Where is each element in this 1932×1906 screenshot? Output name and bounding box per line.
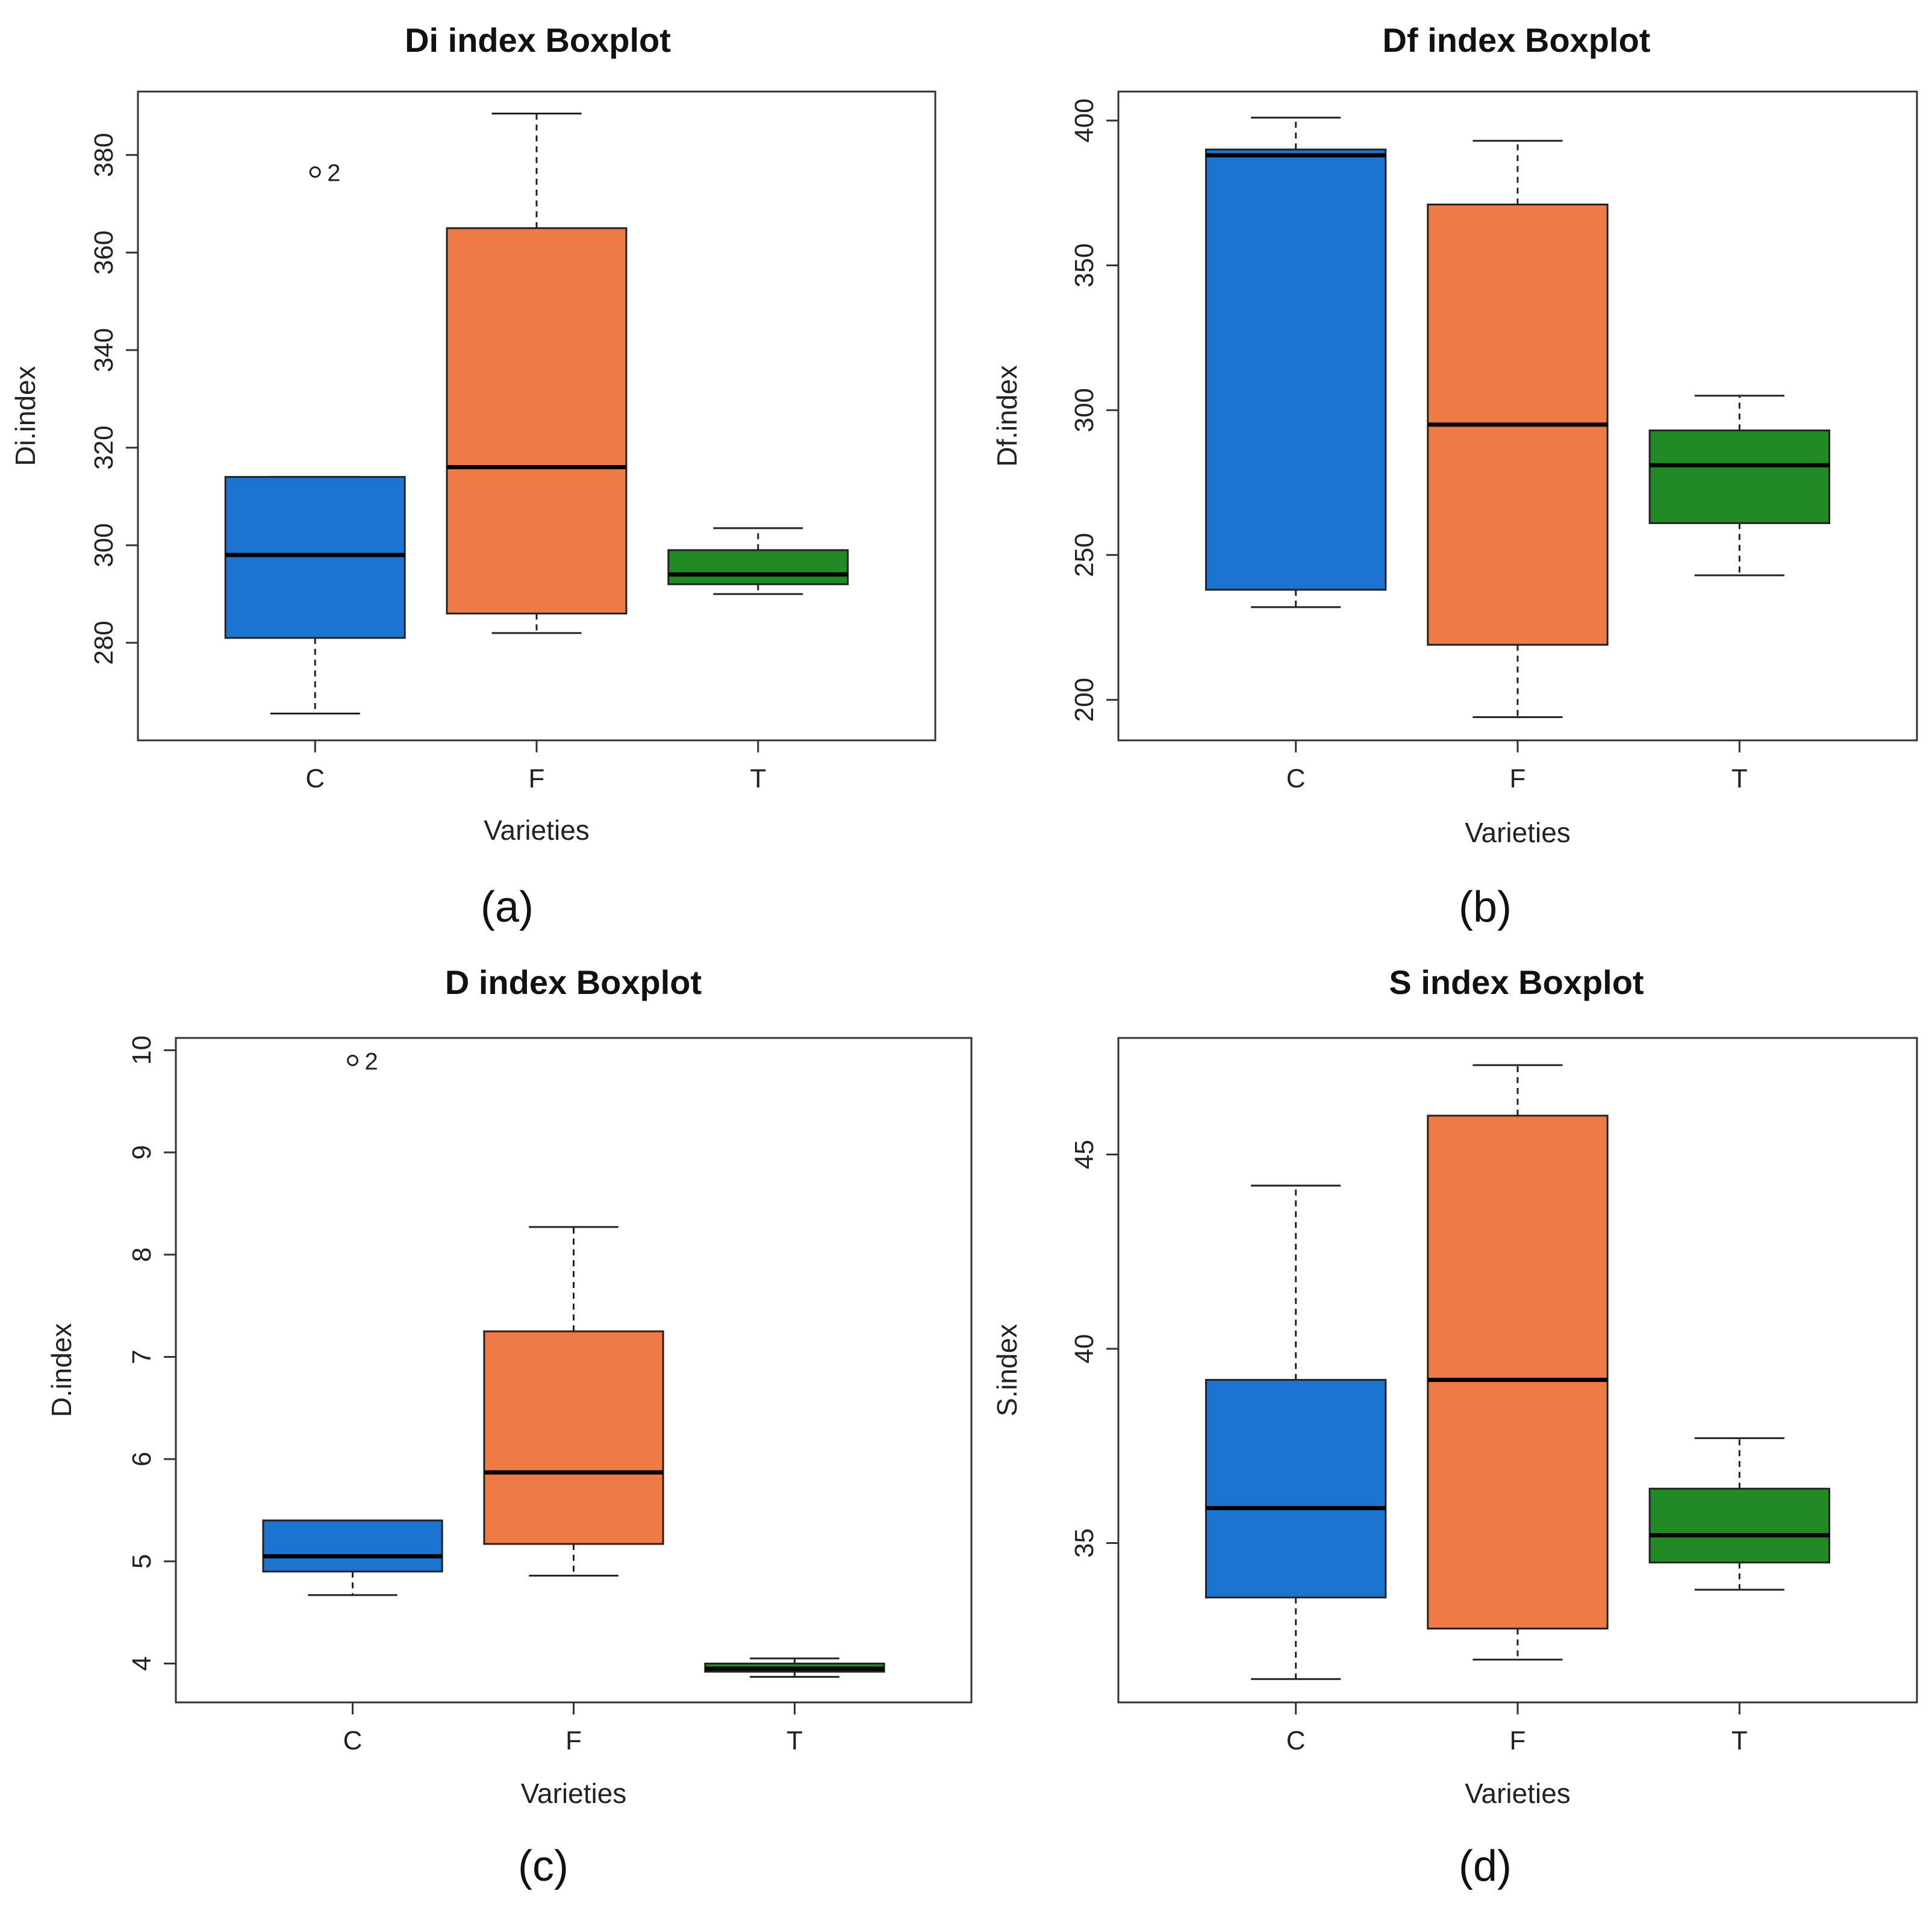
x-axis-label: Varieties bbox=[484, 814, 590, 846]
chart-title: D index Boxplot bbox=[445, 963, 702, 1001]
y-tick-label: 280 bbox=[89, 620, 119, 664]
y-axis-label: Di.index bbox=[10, 366, 41, 466]
y-tick-label: 40 bbox=[1070, 1334, 1099, 1364]
y-tick-label: 4 bbox=[127, 1656, 157, 1670]
y-tick-label: 340 bbox=[89, 328, 119, 372]
y-tick-label: 5 bbox=[127, 1554, 157, 1569]
y-tick-label: 35 bbox=[1070, 1528, 1099, 1558]
x-tick-label-F: F bbox=[1510, 764, 1526, 793]
y-axis-label: Df.index bbox=[991, 365, 1023, 467]
y-tick-label: 10 bbox=[127, 1036, 157, 1065]
y-tick-label: 8 bbox=[127, 1248, 157, 1262]
x-tick-label-F: F bbox=[566, 1726, 582, 1755]
panel-caption: (c) bbox=[518, 1842, 569, 1890]
y-tick-label: 7 bbox=[127, 1349, 157, 1364]
x-tick-label-T: T bbox=[750, 764, 766, 793]
outlier-label: 2 bbox=[365, 1048, 378, 1075]
boxplot-panel-4: S index Boxplot 35 40 45 S.index Varieties (d)… bbox=[991, 963, 1918, 1890]
y-tick-label: 400 bbox=[1070, 98, 1099, 142]
x-tick-label-C: C bbox=[305, 764, 325, 793]
boxplot-panel-1: Di index Boxplot 280 300 320 340 360 380 Di.ind… bbox=[10, 21, 936, 931]
x-tick-label-F: F bbox=[1510, 1726, 1526, 1755]
y-tick-label: 350 bbox=[1070, 243, 1099, 287]
x-tick-label-C: C bbox=[1286, 764, 1306, 793]
x-axis-label: Varieties bbox=[1465, 1778, 1571, 1809]
box-T bbox=[1648, 1487, 1831, 1564]
outlier-point-C bbox=[347, 1054, 359, 1066]
box-C bbox=[262, 1519, 443, 1573]
boxplot-panel-2: Df index Boxplot 200 250 300 350 400 Df.index V… bbox=[991, 21, 1918, 931]
y-tick-label: 250 bbox=[1070, 533, 1099, 577]
x-tick-label-C: C bbox=[1286, 1726, 1306, 1755]
x-axis-label: Varieties bbox=[1465, 817, 1571, 848]
y-tick-label: 300 bbox=[89, 523, 119, 567]
y-tick-label: 9 bbox=[127, 1145, 157, 1160]
box-F bbox=[483, 1330, 664, 1545]
boxplot-panel-3: D index Boxplot 4 5 6 7 8 9 10 D.index Varieties (… bbox=[46, 963, 973, 1890]
panel-caption: (b) bbox=[1459, 883, 1512, 931]
box-C bbox=[1204, 148, 1387, 591]
box-F bbox=[1427, 1114, 1609, 1629]
y-tick-label: 320 bbox=[89, 425, 119, 469]
x-tick-label-T: T bbox=[787, 1726, 803, 1755]
box-T bbox=[667, 549, 849, 586]
chart-title: Df index Boxplot bbox=[1383, 21, 1651, 59]
x-axis-label: Varieties bbox=[521, 1778, 627, 1809]
box-T bbox=[1648, 430, 1831, 524]
outlier-point-C bbox=[309, 166, 321, 178]
chart-title: S index Boxplot bbox=[1389, 963, 1644, 1001]
box-C bbox=[1204, 1379, 1387, 1599]
chart-title: Di index Boxplot bbox=[405, 21, 671, 59]
y-tick-label: 360 bbox=[89, 231, 119, 275]
y-tick-label: 45 bbox=[1070, 1140, 1099, 1169]
y-axis-label: D.index bbox=[46, 1323, 77, 1417]
panel-caption: (a) bbox=[481, 883, 534, 931]
outlier-label: 2 bbox=[327, 160, 340, 187]
y-tick-label: 6 bbox=[127, 1452, 157, 1466]
x-tick-label-T: T bbox=[1731, 1726, 1748, 1755]
y-tick-label: 300 bbox=[1070, 388, 1099, 432]
x-tick-label-T: T bbox=[1731, 764, 1748, 793]
y-axis-label: S.index bbox=[991, 1324, 1023, 1416]
x-tick-label-F: F bbox=[529, 764, 545, 793]
panel-caption: (d) bbox=[1459, 1842, 1512, 1890]
box-F bbox=[446, 227, 628, 614]
y-tick-label: 380 bbox=[89, 133, 119, 177]
box-C bbox=[224, 476, 406, 639]
x-tick-label-C: C bbox=[343, 1726, 363, 1755]
y-tick-label: 200 bbox=[1070, 678, 1099, 722]
